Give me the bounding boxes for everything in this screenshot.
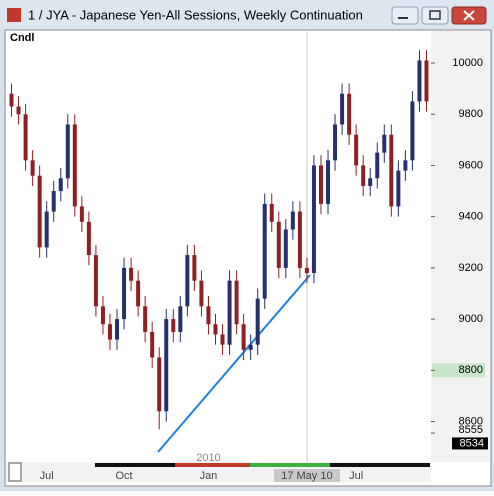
x-tick-label: Jul bbox=[40, 470, 54, 482]
candle-body bbox=[30, 160, 35, 176]
candle-body bbox=[72, 124, 77, 207]
candle-body bbox=[171, 319, 176, 332]
candle-body bbox=[248, 344, 253, 350]
candle-body bbox=[122, 267, 127, 320]
candle-body bbox=[354, 134, 359, 166]
y-tick-label: 10000 bbox=[452, 57, 483, 69]
candle-body bbox=[283, 229, 288, 268]
candle-body bbox=[340, 93, 345, 125]
candle-body bbox=[403, 160, 408, 171]
last-price-label: 8534 bbox=[460, 437, 484, 449]
candle-body bbox=[318, 165, 323, 204]
candle-body bbox=[213, 324, 218, 335]
candle-body bbox=[220, 334, 225, 345]
y-tick-label: 8800 bbox=[459, 364, 483, 376]
candle-body bbox=[164, 319, 169, 412]
candle-body bbox=[417, 60, 422, 102]
candle-body bbox=[206, 306, 211, 325]
candle-body bbox=[107, 324, 112, 340]
cursor-date-box bbox=[274, 469, 340, 482]
candle-body bbox=[410, 101, 415, 161]
candle-body bbox=[192, 255, 197, 281]
candle-body bbox=[382, 134, 387, 153]
candle-body bbox=[269, 203, 274, 222]
candle-body bbox=[297, 211, 302, 268]
candle-body bbox=[227, 280, 232, 345]
candle-body bbox=[9, 93, 14, 107]
candle-body bbox=[276, 221, 281, 268]
maximize-icon bbox=[429, 10, 441, 20]
x-tick-label: Oct bbox=[115, 470, 132, 482]
candle-body bbox=[361, 165, 366, 186]
x-tick-label: Jan bbox=[200, 470, 218, 482]
maximize-button[interactable] bbox=[421, 6, 449, 25]
candle-body bbox=[143, 306, 148, 332]
chart-area bbox=[4, 29, 492, 487]
candle-body bbox=[304, 267, 309, 274]
level-highlight bbox=[432, 363, 485, 378]
candle-body bbox=[136, 280, 141, 307]
candle-body bbox=[129, 267, 134, 281]
candle-body bbox=[79, 206, 84, 222]
candle-body bbox=[58, 178, 63, 192]
candle-body bbox=[326, 160, 331, 204]
candle-body bbox=[65, 124, 70, 179]
candle-body bbox=[199, 280, 204, 307]
app-icon bbox=[7, 8, 21, 22]
y-tick-label: 9800 bbox=[459, 108, 483, 120]
marker-label: 8555 bbox=[459, 424, 483, 436]
candle-body bbox=[23, 114, 28, 161]
y-tick-label: 9600 bbox=[459, 159, 483, 171]
candle-body bbox=[389, 134, 394, 207]
x-tick-label: Jul bbox=[349, 470, 363, 482]
candle-body bbox=[178, 306, 183, 332]
last-price-box bbox=[452, 437, 488, 450]
axis-stripe bbox=[95, 463, 175, 467]
candle-body bbox=[368, 178, 373, 186]
candle-body bbox=[396, 170, 401, 207]
candle-body bbox=[51, 191, 56, 212]
candle-body bbox=[93, 255, 98, 307]
candle-body bbox=[115, 319, 120, 340]
axis-stripe bbox=[175, 463, 250, 467]
candle-body bbox=[290, 211, 295, 230]
close-icon bbox=[463, 10, 475, 21]
trend-line bbox=[157, 274, 311, 453]
candle-body bbox=[333, 124, 338, 161]
candle-body bbox=[185, 255, 190, 307]
minimize-icon bbox=[398, 17, 408, 19]
candle-body bbox=[311, 165, 316, 274]
candle-body bbox=[100, 306, 105, 325]
candle-body bbox=[16, 106, 21, 115]
axis-stripe bbox=[330, 463, 430, 467]
axis-stripe bbox=[250, 463, 330, 467]
window-title: 1 / JYA - Japanese Yen-All Sessions, Wee… bbox=[28, 7, 363, 22]
candle-body bbox=[241, 324, 246, 350]
candle-body bbox=[150, 331, 155, 358]
candle-body bbox=[347, 93, 352, 135]
candle-body bbox=[234, 280, 239, 325]
chart-label: Cndl bbox=[10, 32, 34, 44]
y-tick-label: 9000 bbox=[459, 313, 483, 325]
scroll-box[interactable] bbox=[8, 462, 22, 482]
candle-body bbox=[44, 211, 49, 248]
candle-body bbox=[157, 357, 162, 412]
candle-body bbox=[37, 175, 42, 248]
y-tick-label: 9400 bbox=[459, 211, 483, 223]
price-axis bbox=[431, 31, 490, 462]
candle-body bbox=[86, 221, 91, 256]
candle-body bbox=[424, 60, 429, 102]
year-label: 2010 bbox=[196, 452, 220, 464]
minimize-button[interactable] bbox=[391, 6, 419, 25]
candle-body bbox=[255, 298, 260, 345]
candle-body bbox=[262, 203, 267, 299]
candle-body bbox=[375, 152, 380, 179]
x-tick-label: 17 May 10 bbox=[281, 470, 332, 482]
y-tick-label: 9200 bbox=[459, 262, 483, 274]
y-tick-label: 8600 bbox=[459, 415, 483, 427]
